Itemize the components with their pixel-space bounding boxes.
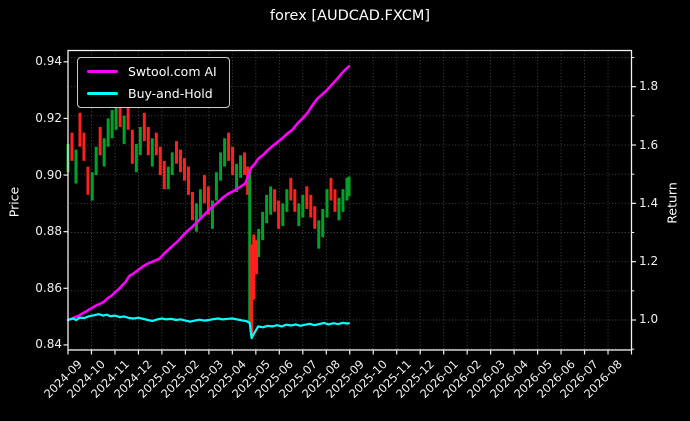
y-left-tick-label: 0.90 bbox=[35, 167, 62, 182]
ai-line-swatch-icon bbox=[87, 69, 118, 74]
y-left-tick-label: 0.84 bbox=[35, 337, 62, 352]
y-right-tick-label: 1.2 bbox=[639, 254, 659, 269]
y-left-tick-label: 0.94 bbox=[35, 54, 62, 69]
y-right-tick-label: 1.0 bbox=[639, 312, 659, 327]
y-left-tick-label: 0.86 bbox=[35, 280, 62, 295]
legend-label-ai: Swtool.com AI bbox=[128, 64, 217, 79]
y-left-tick-label: 0.92 bbox=[35, 110, 62, 125]
chart-title: forex [AUDCAD.FXCM] bbox=[269, 8, 431, 24]
legend-item-bh: Buy-and-Hold bbox=[87, 86, 217, 101]
y-right-tick-label: 1.8 bbox=[639, 79, 659, 94]
y-right-tick-label: 1.6 bbox=[639, 137, 659, 152]
legend: Swtool.com AI Buy-and-Hold bbox=[77, 57, 230, 108]
bh-line-swatch-icon bbox=[87, 91, 118, 96]
legend-item-ai: Swtool.com AI bbox=[87, 64, 217, 79]
y-right-tick-label: 1.4 bbox=[639, 195, 659, 210]
legend-label-bh: Buy-and-Hold bbox=[128, 86, 213, 101]
series-line-0 bbox=[66, 65, 351, 322]
series-line-1 bbox=[66, 313, 351, 340]
y-left-tick-label: 0.88 bbox=[35, 224, 62, 239]
